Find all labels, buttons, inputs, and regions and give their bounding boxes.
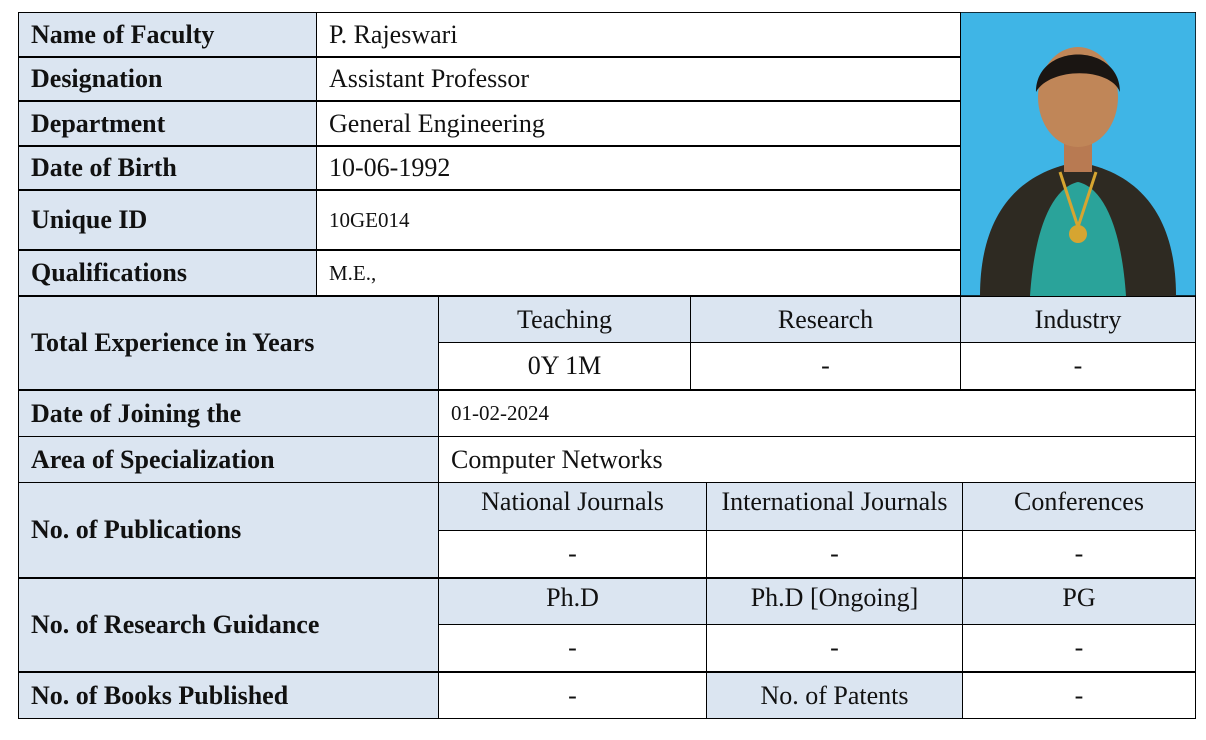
- column-value: -: [690, 342, 961, 390]
- column-value: -: [438, 624, 707, 672]
- column-value: -: [960, 342, 1196, 390]
- field-value: 01-02-2024: [438, 390, 1196, 437]
- field-label: No. of Patents: [706, 672, 963, 719]
- field-value: -: [438, 672, 707, 719]
- field-value: P. Rajeswari: [316, 12, 961, 57]
- column-value: -: [706, 624, 963, 672]
- column-header: National Journals: [438, 482, 707, 531]
- column-header: Research: [690, 296, 961, 343]
- field-value: 10GE014: [316, 190, 961, 250]
- field-label: Date of Joining the: [18, 390, 439, 437]
- column-header: International Journals: [706, 482, 963, 531]
- field-label: Unique ID: [18, 190, 317, 250]
- column-header: Ph.D: [438, 578, 707, 625]
- field-value: Computer Networks: [438, 436, 1196, 483]
- column-value: -: [706, 530, 963, 578]
- column-value: -: [438, 530, 707, 578]
- field-value: 10-06-1992: [316, 146, 961, 190]
- field-value: -: [962, 672, 1196, 719]
- field-value: M.E.,: [316, 250, 961, 296]
- column-header: Conferences: [962, 482, 1196, 531]
- field-label: No. of Books Published: [18, 672, 439, 719]
- field-label: Department: [18, 101, 317, 146]
- column-header: Teaching: [438, 296, 691, 343]
- section-label: No. of Publications: [18, 482, 439, 578]
- field-label: Name of Faculty: [18, 12, 317, 57]
- field-label: Area of Specialization: [18, 436, 439, 483]
- section-label: Total Experience in Years: [18, 296, 439, 390]
- section-label: No. of Research Guidance: [18, 578, 439, 672]
- column-header: Industry: [960, 296, 1196, 343]
- field-value: Assistant Professor: [316, 57, 961, 101]
- field-value: General Engineering: [316, 101, 961, 146]
- column-header: PG: [962, 578, 1196, 625]
- column-value: -: [962, 530, 1196, 578]
- faculty-photo: [960, 12, 1196, 296]
- field-label: Qualifications: [18, 250, 317, 296]
- field-label: Designation: [18, 57, 317, 101]
- field-label: Date of Birth: [18, 146, 317, 190]
- column-value: -: [962, 624, 1196, 672]
- column-header: Ph.D [Ongoing]: [706, 578, 963, 625]
- column-value: 0Y 1M: [438, 342, 691, 390]
